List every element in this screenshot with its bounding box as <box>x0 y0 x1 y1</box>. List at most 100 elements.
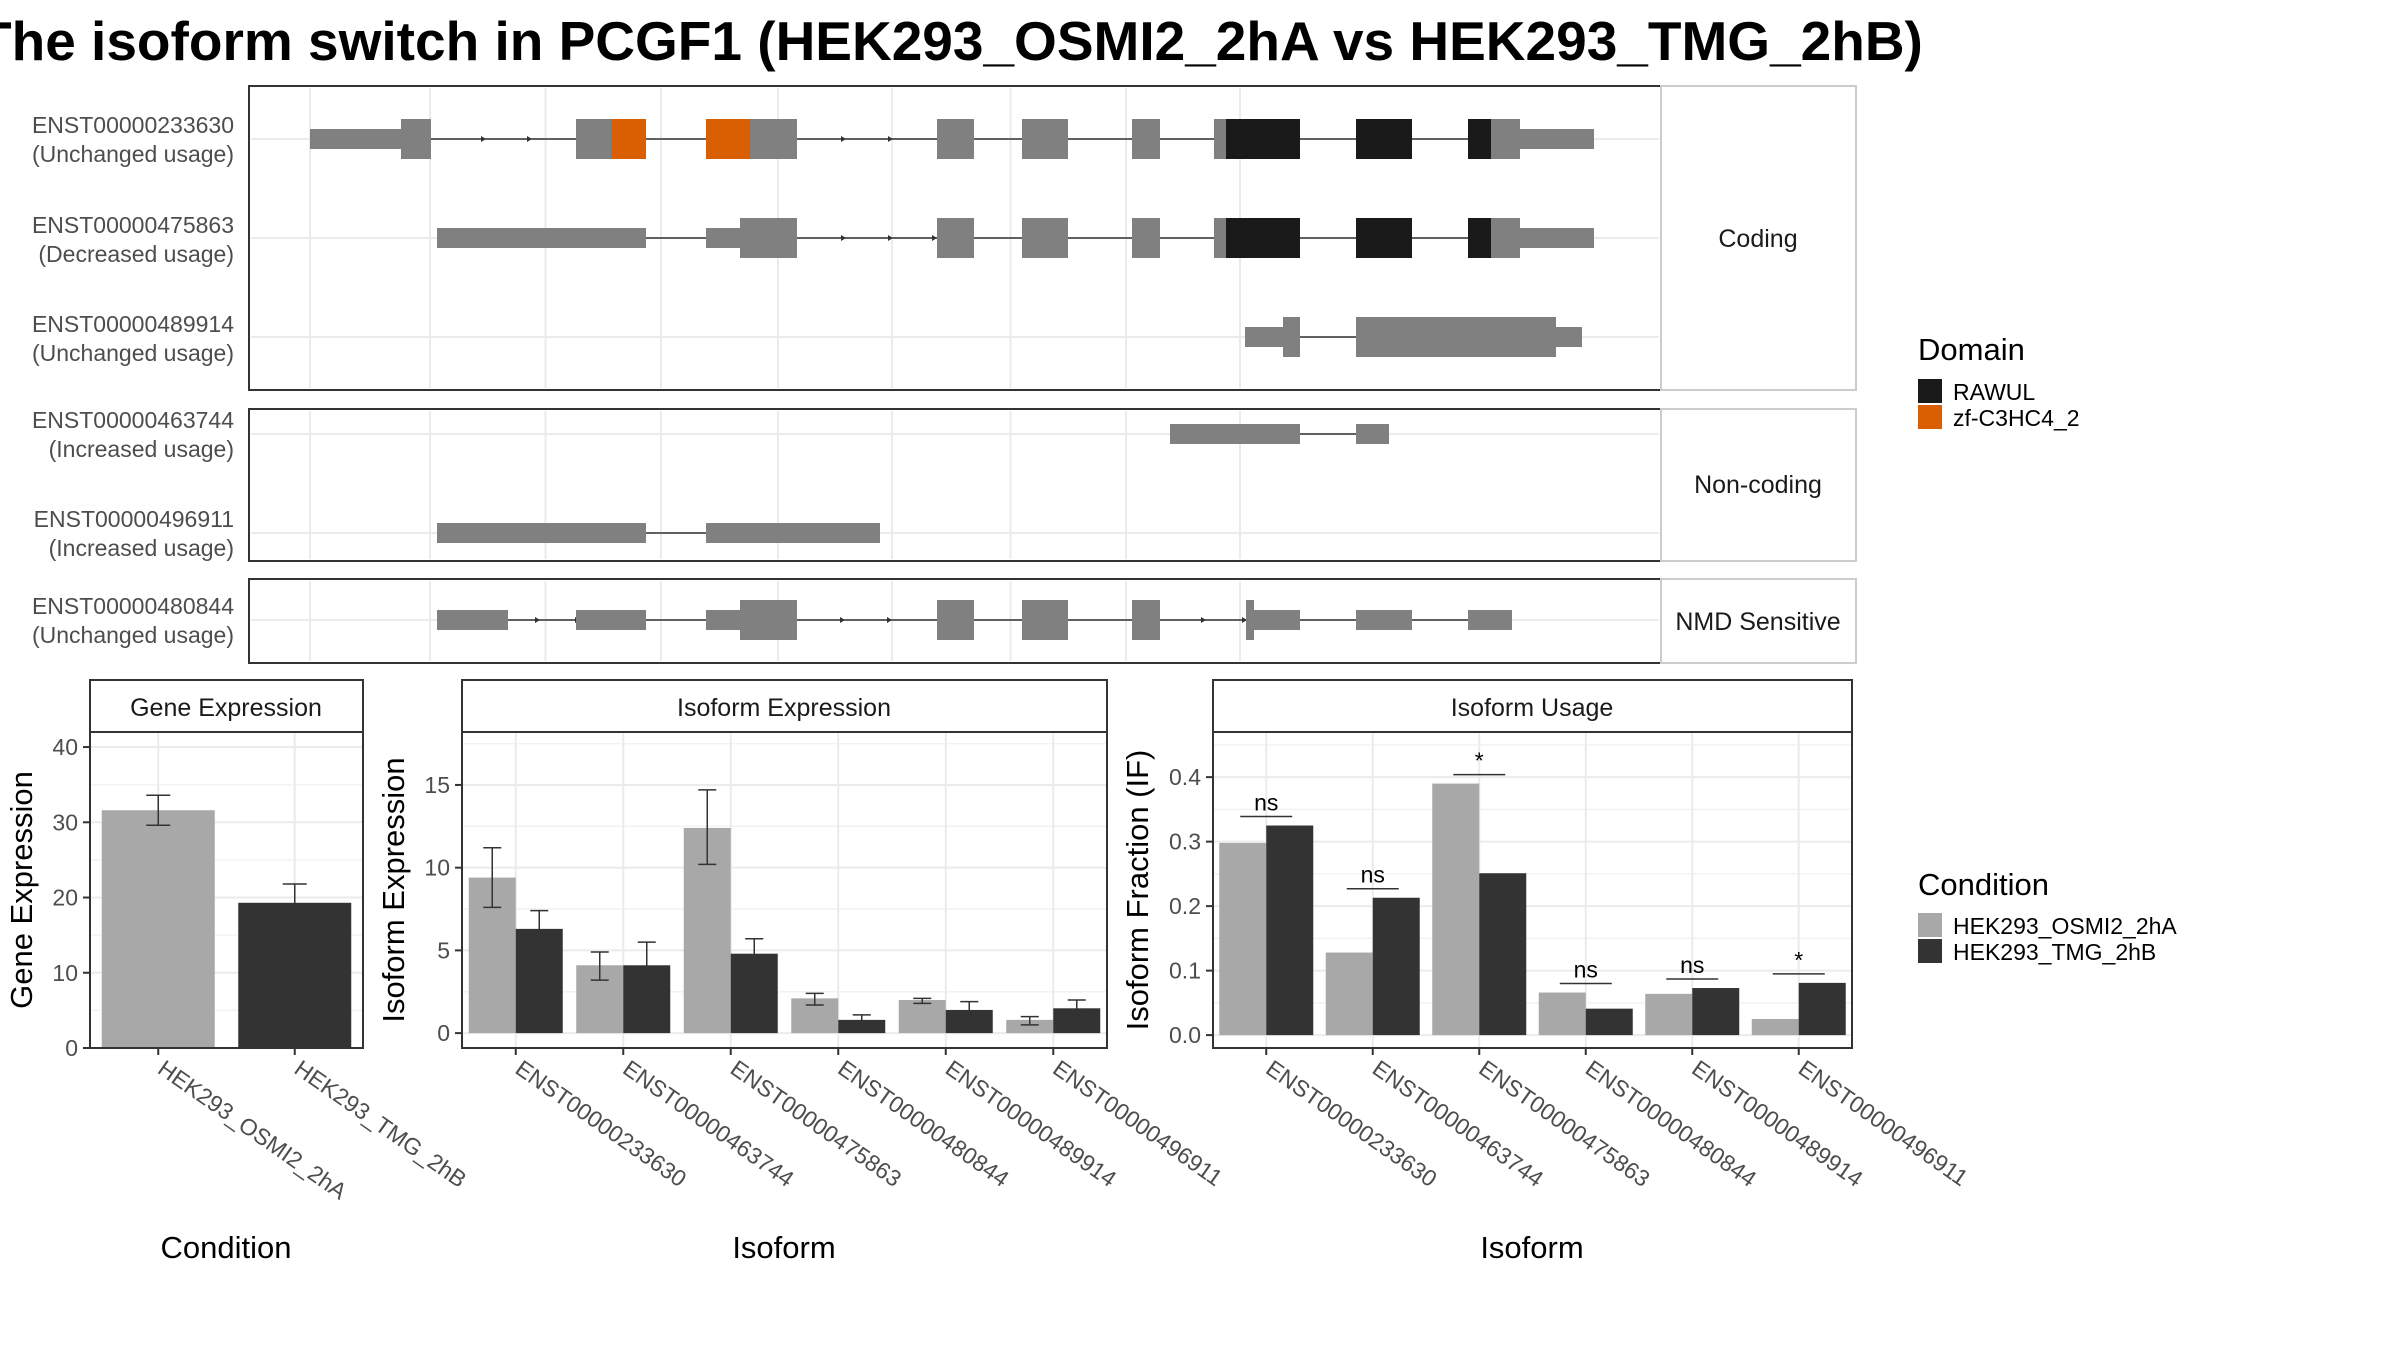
exon <box>1214 218 1226 258</box>
legend-label-rawul: RAWUL <box>1953 379 2035 405</box>
exon <box>740 600 797 640</box>
exon <box>1356 424 1389 444</box>
x-tick-label-ENST00000496911: ENST00000496911 <box>1794 1055 1973 1191</box>
gene-expression-ylabel: Gene Expression <box>4 771 39 1009</box>
y-tick-label: 0 <box>65 1035 78 1061</box>
exon <box>1246 600 1254 640</box>
exon <box>576 119 611 159</box>
bar-ENST00000489914-cond1 <box>898 1000 946 1034</box>
isoform-expression-strip <box>461 679 1108 733</box>
y-tick-label: 10 <box>424 855 450 881</box>
coding-strip <box>1660 85 1857 391</box>
x-tick-label-ENST00000475863: ENST00000475863 <box>1474 1055 1654 1192</box>
bar-HEK293_OSMI2_2hA <box>101 810 215 1048</box>
y-tick-label: 40 <box>52 734 78 760</box>
exon <box>937 119 974 159</box>
bar-ENST00000496911-cond1 <box>1006 1019 1054 1034</box>
gene-expression-frame <box>89 731 364 1049</box>
exon <box>576 610 646 630</box>
domain-zf-C3HC4_2 <box>706 119 750 159</box>
x-tick-label-ENST00000489914: ENST00000489914 <box>1687 1055 1868 1192</box>
bar-ENST00000233630-cond1 <box>1219 842 1267 1036</box>
domain-RAWUL <box>1468 218 1491 258</box>
gene-expression-strip-title: Gene Expression <box>130 694 322 722</box>
strand-arrow <box>888 235 893 241</box>
exon <box>1132 119 1160 159</box>
significance-label-ENST00000496911: * <box>1794 947 1803 973</box>
exon <box>1245 327 1283 347</box>
exon <box>1022 218 1068 258</box>
strand-arrow <box>932 235 937 241</box>
strand-arrow <box>841 235 846 241</box>
legend-label-zf: zf-C3HC4_2 <box>1953 405 2080 431</box>
isoform-usage-frame <box>1212 731 1853 1049</box>
x-tick-label-ENST00000233630: ENST00000233630 <box>1261 1055 1441 1192</box>
y-tick-label: 0.0 <box>1169 1022 1201 1048</box>
x-tick-label-ENST00000496911: ENST00000496911 <box>1048 1055 1227 1191</box>
exon <box>1022 600 1068 640</box>
isoform-expression-bars <box>468 789 1101 1034</box>
y-tick-label: 10 <box>52 960 78 986</box>
bar-ENST00000233630-cond2 <box>1266 825 1314 1036</box>
figure-title: The isoform switch in PCGF1 (HEK293_OSMI… <box>0 10 1923 72</box>
strand-arrow <box>527 136 532 142</box>
y-tick-label: 0.4 <box>1169 764 1201 790</box>
bar-ENST00000480844-cond2 <box>1585 1008 1633 1036</box>
exon <box>1254 610 1300 630</box>
strand-arrow <box>481 136 486 142</box>
bar-ENST00000463744-cond1 <box>1325 952 1373 1036</box>
strip-label-coding: Coding <box>1718 225 1797 253</box>
exon <box>937 218 974 258</box>
tx-usage-ENST00000475863: (Decreased usage) <box>38 241 234 267</box>
isoform-expression-panel: Isoform Expression 051015ENST00000233630… <box>376 679 1227 1265</box>
exon <box>740 218 797 258</box>
bar-ENST00000489914-cond2 <box>945 1009 993 1034</box>
domain-legend: Domain RAWUL zf-C3HC4_2 <box>1918 332 2080 431</box>
bar-ENST00000480844-cond1 <box>1538 992 1586 1036</box>
legend-key-zf <box>1918 405 1942 429</box>
y-tick-label: 0.3 <box>1169 829 1201 855</box>
x-tick-label-ENST00000480844: ENST00000480844 <box>1581 1055 1762 1192</box>
tx-label-ENST00000480844: ENST00000480844 <box>32 593 234 619</box>
domain-legend-title: Domain <box>1918 332 2025 367</box>
y-tick-label: 15 <box>424 772 450 798</box>
panel-background <box>1213 732 1852 1048</box>
isoform-usage-panel: Isoform Usage ns ns * ns ns * 0.0 0.1 0.2 0.3 0.4… <box>1120 679 1973 1265</box>
legend-key-cond2 <box>1918 939 1942 963</box>
exon <box>706 523 880 543</box>
strand-arrow <box>841 136 846 142</box>
significance-label-ENST00000480844: ns <box>1574 957 1598 983</box>
exon <box>437 610 508 630</box>
tx-usage-ENST00000463744: (Increased usage) <box>49 436 234 462</box>
significance-label-ENST00000475863: * <box>1475 748 1484 774</box>
exon <box>1491 218 1520 258</box>
condition-legend-title: Condition <box>1918 867 2049 902</box>
x-tick-label-ENST00000463744: ENST00000463744 <box>1368 1055 1549 1192</box>
transcript-models <box>310 119 1594 640</box>
isoform-expression-xlabel: Isoform <box>732 1230 835 1265</box>
exon <box>310 129 401 149</box>
legend-label-cond1: HEK293_OSMI2_2hA <box>1953 913 2177 939</box>
exon <box>1283 317 1300 357</box>
isoform-usage-bars: ns ns * ns ns * <box>1219 748 1846 1036</box>
strand-arrow <box>840 617 845 623</box>
domain-RAWUL <box>1468 119 1491 159</box>
strand-arrow <box>887 617 892 623</box>
exon <box>1356 317 1556 357</box>
exon <box>1491 119 1520 159</box>
bar-ENST00000496911-cond2 <box>1798 982 1846 1036</box>
legend-key-rawul <box>1918 379 1942 403</box>
tx-usage-ENST00000489914: (Unchanged usage) <box>32 340 234 366</box>
gene-expression-xlabel: Condition <box>161 1230 292 1265</box>
significance-label-ENST00000233630: ns <box>1254 790 1278 816</box>
y-tick-label: 0.2 <box>1169 893 1201 919</box>
strand-arrow <box>535 617 540 623</box>
isoform-expression-strip-title: Isoform Expression <box>677 694 891 722</box>
exon <box>750 119 797 159</box>
strand-arrow <box>1201 617 1206 623</box>
isoform-usage-strip-title: Isoform Usage <box>1451 694 1614 722</box>
gene-expression-bars <box>101 794 352 1048</box>
condition-legend: Condition HEK293_OSMI2_2hA HEK293_TMG_2h… <box>1918 867 2177 965</box>
exon <box>1132 600 1160 640</box>
